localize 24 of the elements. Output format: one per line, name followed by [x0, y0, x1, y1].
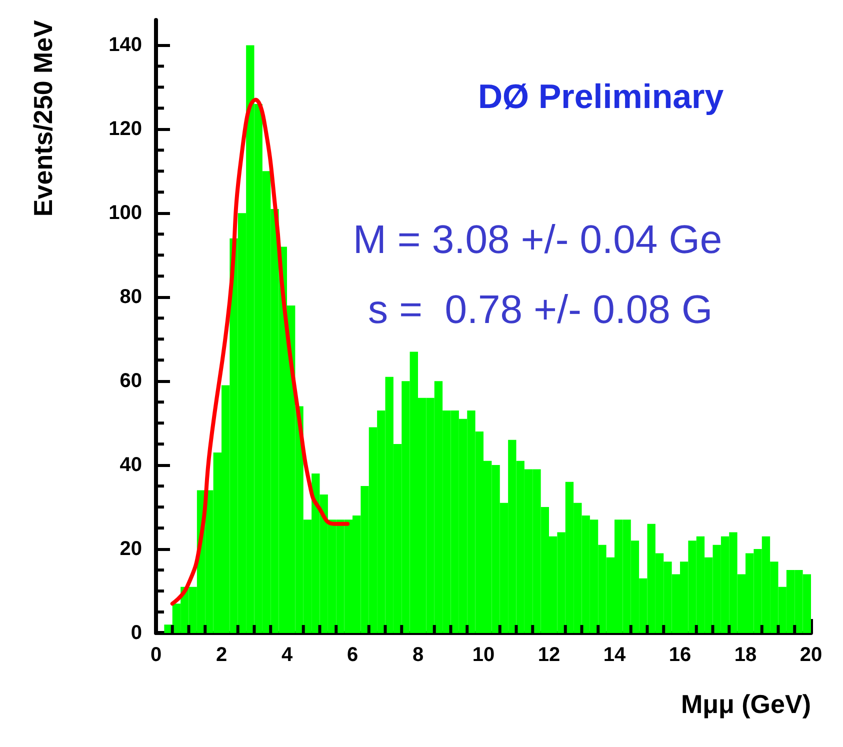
y-axis-title: Events/250 MeV: [28, 19, 58, 217]
x-tick-label: 2: [216, 644, 228, 666]
annotation: M = 3.08 +/- 0.04 Ge: [353, 218, 722, 262]
x-axis-title: Mμμ (GeV): [680, 689, 811, 719]
x-tick-label: 10: [472, 644, 495, 666]
x-tick-label: 4: [281, 644, 294, 666]
x-tick-label: 12: [538, 644, 560, 666]
y-tick-label: 120: [108, 118, 142, 140]
y-tick-label: 140: [108, 34, 142, 56]
x-tick-label: 14: [603, 644, 626, 666]
y-tick-label: 20: [120, 538, 142, 560]
x-tick-label: 16: [668, 644, 692, 666]
x-tick-label: 18: [734, 644, 757, 666]
annotation: s = 0.78 +/- 0.08 G: [368, 288, 713, 332]
y-tick-label: 0: [130, 622, 142, 644]
y-tick-label: 100: [108, 202, 142, 224]
y-tick-label: 40: [120, 454, 142, 476]
x-tick-label: 20: [800, 644, 822, 666]
x-tick-label: 8: [412, 644, 424, 666]
y-tick-label: 80: [120, 286, 142, 308]
x-tick-label: 0: [150, 644, 162, 666]
y-tick-label: 60: [120, 370, 142, 392]
x-tick-label: 6: [346, 644, 358, 666]
annotation: DØ Preliminary: [478, 78, 724, 116]
